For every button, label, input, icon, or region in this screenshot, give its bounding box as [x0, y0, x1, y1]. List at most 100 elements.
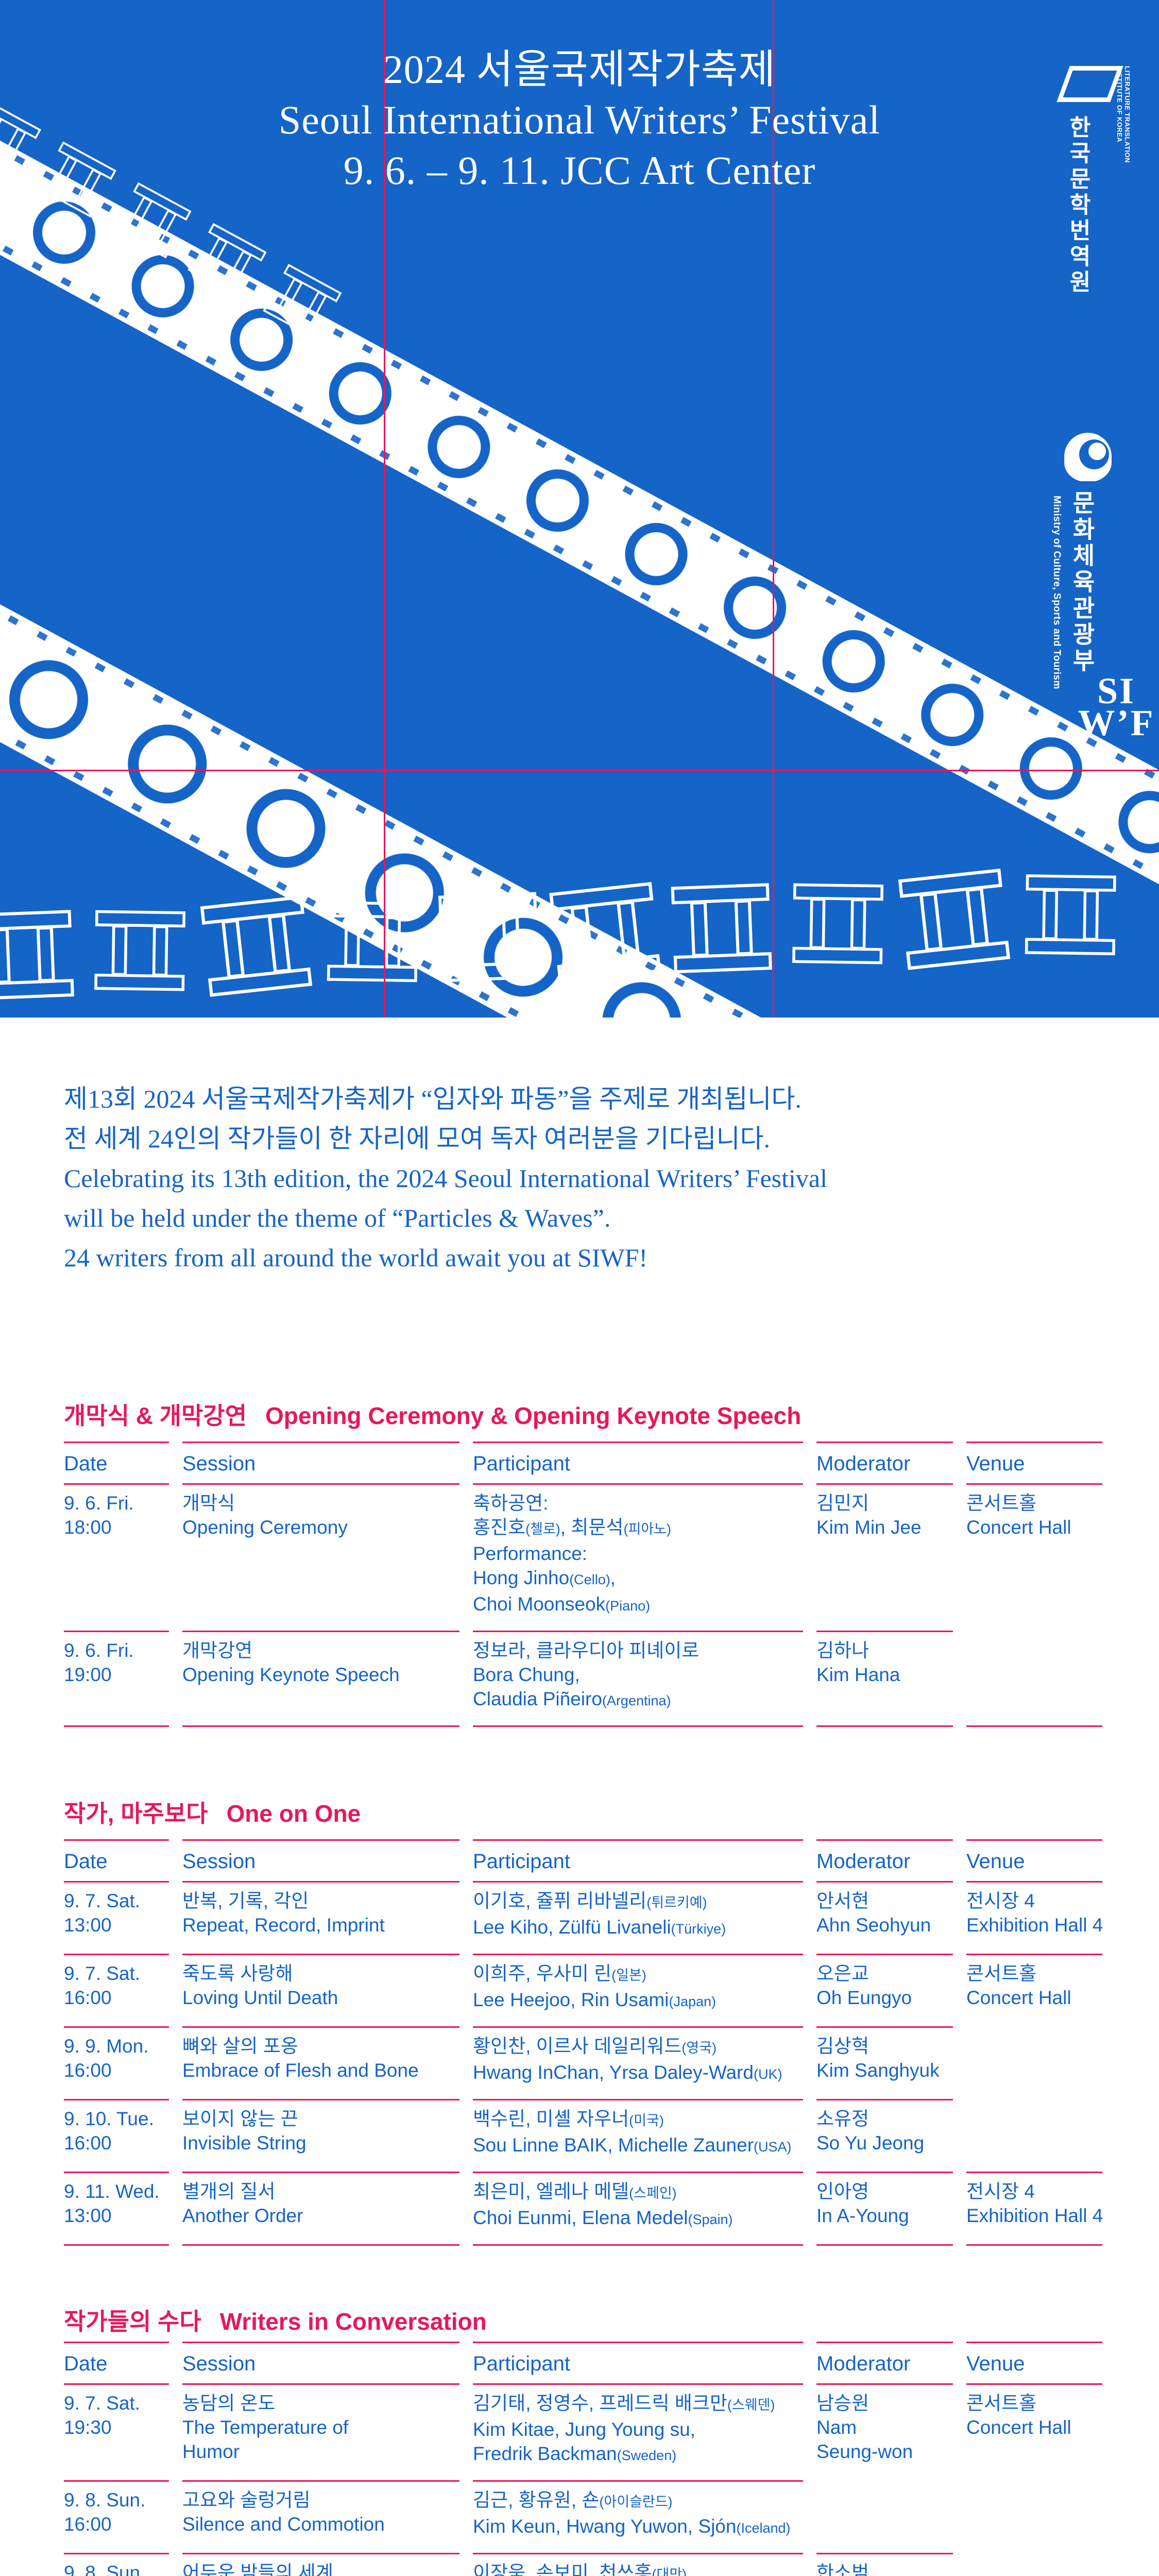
cell-date: 9. 9. Mon. 16:00 — [64, 2026, 169, 2099]
cell-line: Concert Hall — [966, 1987, 1071, 2008]
column-header-participant: Participant — [473, 1442, 803, 1483]
cell-line: Repeat, Record, Imprint — [182, 1914, 385, 1936]
cell-line: Choi Eunmi, Elena Medel(Spain) — [473, 2207, 733, 2228]
cell-session: 고요와 술렁거림 Silence and Commotion — [182, 2480, 459, 2553]
cell-line: Lee Heejoo, Rin Usami(Japan) — [473, 1989, 717, 2010]
cell-line: 9. 10. Tue. — [64, 2108, 154, 2129]
cell-line: 19:00 — [64, 1664, 112, 1685]
pieup-glyph — [1025, 874, 1116, 956]
pieup-glyph — [327, 901, 418, 982]
cell-line: Claudia Piñeiro(Argentina) — [473, 1688, 671, 1709]
cell-date: 9. 10. Tue. 16:00 — [64, 2099, 169, 2172]
cell-line: Another Order — [182, 2205, 303, 2226]
cell-line: Performance: — [473, 1543, 588, 1564]
column-header-date: Date — [64, 1442, 169, 1483]
schedule-table-writers-in-conversation: Date Session Participant Moderator Venue 9. 7… — [64, 2342, 1102, 2576]
cell-moderator-empty — [816, 2480, 953, 2553]
lti-korea-logo-english: LITERATURE TRANSLATION INSTITUTE OF KORE… — [1116, 66, 1131, 163]
cell-line: 홍진호(첼로), 최문석(피아노) — [473, 1517, 671, 1538]
cell-venue-empty — [966, 2026, 1102, 2099]
cell-date: 9. 7. Sat. 13:00 — [64, 1881, 169, 1954]
cell-line: 개막식 — [182, 1493, 235, 1514]
cell-line: 콘서트홀 — [966, 1493, 1037, 1514]
cell-line: 16:00 — [64, 2132, 112, 2154]
cell-line: Silence and Commotion — [182, 2514, 385, 2535]
cell-line: 9. 9. Mon. — [64, 2036, 149, 2057]
cell-line: Kim Hana — [816, 1664, 900, 1685]
cell-line: Kim Kitae, Jung Young su, — [473, 2419, 695, 2440]
cell-line: Hwang InChan, Yrsa Daley-Ward(UK) — [473, 2062, 782, 2083]
cell-venue: 콘서트홀 Concert Hall — [966, 1483, 1102, 1631]
table-bottom-rule — [966, 1725, 1102, 1727]
cell-date: 9. 6. Fri. 18:00 — [64, 1483, 169, 1631]
cell-moderator: 오은교 Oh Eungyo — [816, 1954, 953, 2026]
cell-line: 김하나 — [816, 1640, 870, 1661]
cell-line: Exhibition Hall 4 — [966, 2205, 1103, 2226]
cell-line: 최은미, 엘레나 메델(스페인) — [473, 2181, 677, 2202]
siwf-monogram-logo: SI W’F — [1078, 672, 1155, 741]
cell-line: Choi Moonseok(Piano) — [473, 1594, 651, 1615]
intro-text: 제13회 2024 서울국제작가축제가 “입자와 파동”을 주제로 개최됩니다.… — [64, 1079, 1043, 1278]
cell-line: Kim Min Jee — [816, 1517, 922, 1538]
cell-line: 9. 6. Fri. — [64, 1493, 134, 1514]
grid-line-vertical — [384, 0, 385, 1018]
cell-line: 김근, 황유원, 숀(아이슬란드) — [473, 2489, 673, 2511]
cell-line: 전시장 4 — [966, 1890, 1035, 1911]
pieup-glyph — [671, 883, 772, 974]
cell-line: Hong Jinho(Cello), — [473, 1567, 616, 1588]
cell-session: 개막식 Opening Ceremony — [182, 1483, 459, 1631]
table-bottom-rule — [182, 1725, 459, 1727]
section-title-one-on-one: 작가, 마주보다 One on One — [64, 1800, 361, 1827]
table-bottom-rule — [816, 1725, 953, 1727]
cell-moderator: 김상혁 Kim Sanghyuk — [816, 2026, 953, 2099]
mcst-symbol-icon — [1064, 433, 1112, 481]
cell-session: 뼈와 살의 포옹 Embrace of Flesh and Bone — [182, 2026, 459, 2099]
cell-line: 김민지 — [816, 1493, 870, 1514]
cell-line: Nam — [816, 2417, 857, 2438]
column-header-participant: Participant — [473, 2342, 803, 2383]
cell-line: 죽도록 사랑해 — [182, 1963, 293, 1984]
cell-moderator: 한소범Han Sobeom — [816, 2553, 953, 2576]
cell-line: Humor — [182, 2441, 240, 2462]
cell-venue-empty — [966, 2480, 1102, 2553]
cell-moderator: 남승원 Nam Seung-won — [816, 2383, 953, 2480]
pieup-glyph — [94, 910, 186, 991]
cell-line: 이장욱, 손보미, 천쓰홍(대만) — [473, 2562, 687, 2576]
cell-venue-empty — [966, 2099, 1102, 2172]
cell-line: 고요와 술렁거림 — [182, 2489, 311, 2511]
pieup-glyph — [549, 882, 661, 984]
cell-participant: 정보라, 클라우디아 피녜이로 Bora Chung, Claudia Piñeir… — [473, 1631, 803, 1725]
schedule-table-one-on-one: Date Session Participant Moderator Venue 9. 7… — [64, 1839, 1103, 2246]
cell-line: Opening Ceremony — [182, 1517, 348, 1538]
hero-banner: 2024 서울국제작가축제 Seoul International Writer… — [0, 0, 1159, 1018]
column-header-session: Session — [182, 1839, 459, 1881]
cell-line: 9. 8. Sun. — [64, 2489, 146, 2511]
cell-date: 9. 8. Sun. 16:00 — [64, 2480, 169, 2553]
cell-line: 백수린, 미셸 자우너(미국) — [473, 2108, 664, 2129]
text-line: will be held under the theme of “Particl… — [64, 1204, 611, 1232]
cell-participant: 김근, 황유원, 숀(아이슬란드) Kim Keun, Hwang Yuwon, … — [473, 2480, 803, 2553]
cell-line: 13:00 — [64, 1914, 112, 1936]
column-header-venue: Venue — [966, 1442, 1102, 1483]
cell-line: 개막강연 — [182, 1640, 253, 1661]
cell-line: 9. 7. Sat. — [64, 2393, 141, 2414]
cell-line: So Yu Jeong — [816, 2132, 925, 2154]
pieup-glyph — [188, 223, 267, 299]
cell-moderator: 김하나 Kim Hana — [816, 1631, 953, 1725]
cell-venue: 전시장 4 Exhibition Hall 4 — [966, 1881, 1103, 1954]
text-line: 전 세계 24인의 작가들이 한 자리에 모여 독자 여러분을 기다립니다. — [64, 1124, 770, 1153]
lti-korea-logo: LITERATURE TRANSLATION INSTITUTE OF KORE… — [1056, 66, 1144, 332]
cell-date: 9. 6. Fri. 19:00 — [64, 1631, 169, 1725]
cell-line: 농담의 온도 — [182, 2393, 276, 2414]
cell-line: 9. 6. Fri. — [64, 1640, 134, 1661]
column-header-moderator: Moderator — [816, 1839, 953, 1881]
cell-session: 별개의 질서 Another Order — [182, 2172, 459, 2244]
cell-line: 9. 8. Sun. — [64, 2562, 146, 2576]
cell-line: 이희주, 우사미 린(일본) — [473, 1963, 646, 1984]
pieup-glyph — [792, 883, 884, 964]
cell-line: 뼈와 살의 포옹 — [182, 2036, 298, 2057]
cell-moderator: 안서현 Ahn Seohyun — [816, 1881, 953, 1954]
grid-line-vertical — [773, 0, 774, 1018]
cell-date: 9. 7. Sat. 16:00 — [64, 1954, 169, 2026]
